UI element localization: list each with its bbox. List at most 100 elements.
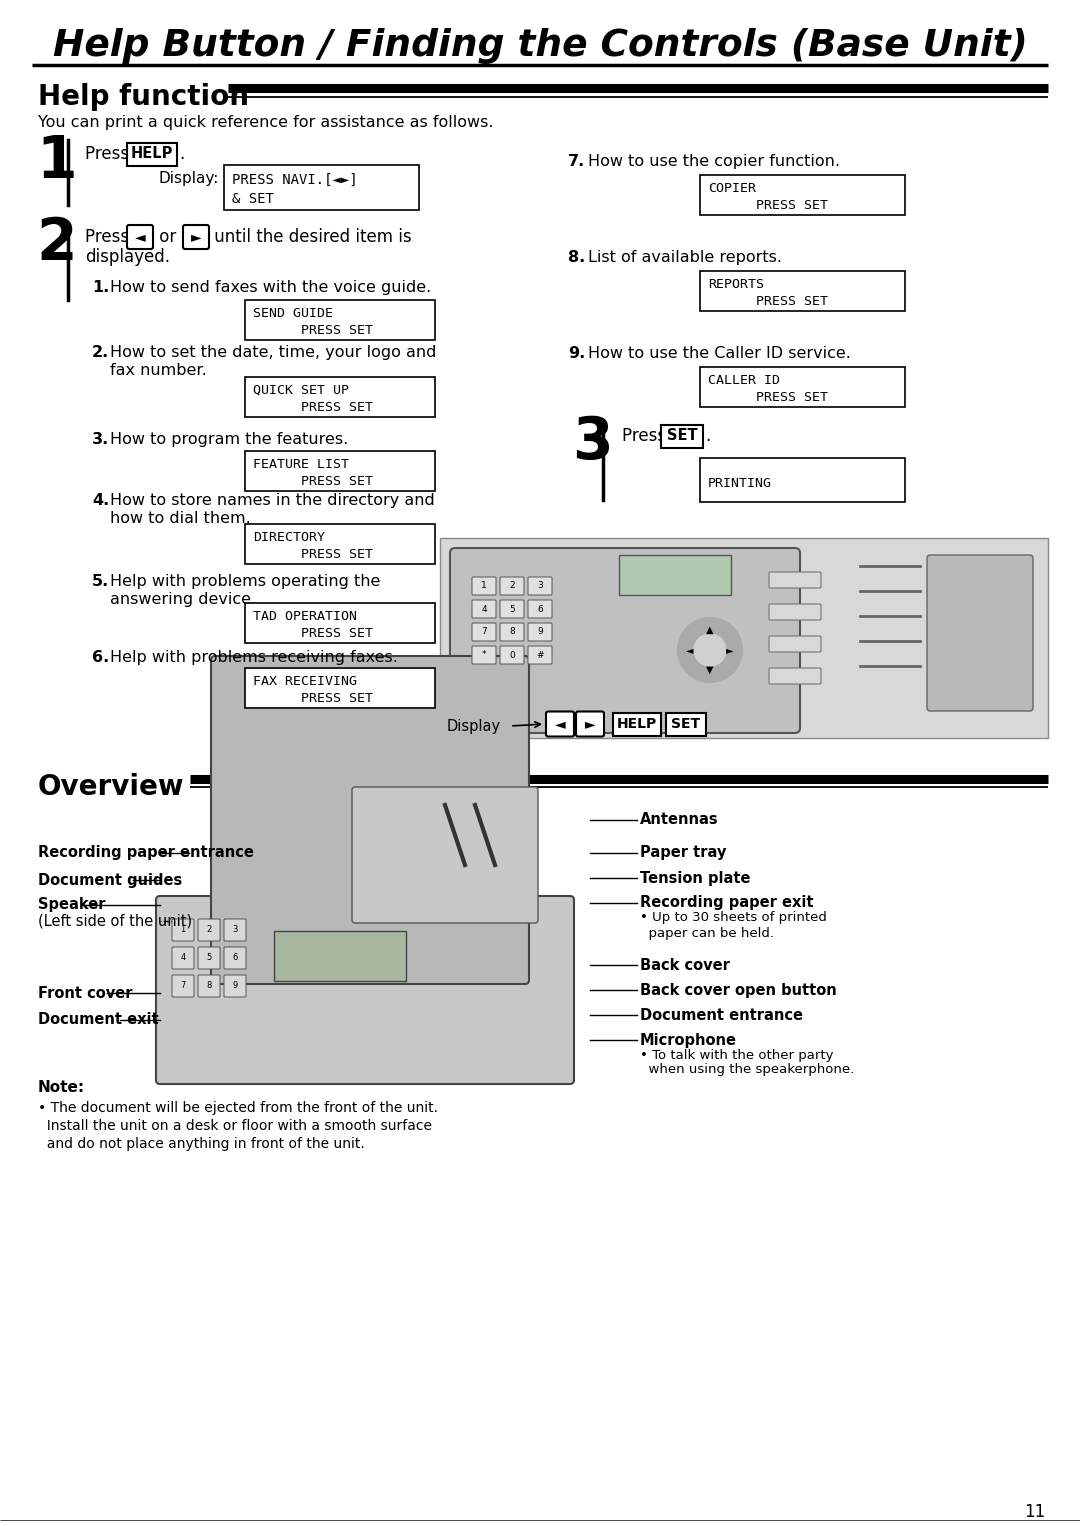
Text: QUICK SET UP: QUICK SET UP bbox=[253, 383, 349, 397]
Text: PRESS SET: PRESS SET bbox=[253, 627, 373, 639]
Text: Back cover: Back cover bbox=[640, 957, 730, 972]
Text: 2.: 2. bbox=[92, 345, 109, 360]
FancyBboxPatch shape bbox=[500, 645, 524, 664]
Text: SET: SET bbox=[666, 429, 698, 444]
Text: 0: 0 bbox=[509, 650, 515, 659]
Text: You can print a quick reference for assistance as follows.: You can print a quick reference for assi… bbox=[38, 114, 494, 130]
Text: PRESS SET: PRESS SET bbox=[253, 401, 373, 414]
Text: ◄: ◄ bbox=[686, 645, 693, 655]
Text: 1.: 1. bbox=[92, 279, 109, 295]
Text: ▲: ▲ bbox=[706, 626, 714, 635]
Text: 4: 4 bbox=[180, 954, 186, 963]
Text: 2: 2 bbox=[509, 581, 515, 591]
FancyBboxPatch shape bbox=[769, 668, 821, 684]
Text: COPIER: COPIER bbox=[708, 182, 756, 194]
FancyBboxPatch shape bbox=[127, 142, 177, 165]
Text: PRESS NAVI.[◄►]: PRESS NAVI.[◄►] bbox=[232, 172, 357, 186]
Text: SET: SET bbox=[672, 717, 701, 731]
Text: .: . bbox=[179, 145, 185, 163]
FancyBboxPatch shape bbox=[528, 645, 552, 664]
Text: 3: 3 bbox=[232, 925, 238, 934]
Text: • The document will be ejected from the front of the unit.: • The document will be ejected from the … bbox=[38, 1100, 438, 1116]
Text: 11: 11 bbox=[1024, 1503, 1045, 1521]
Text: 9.: 9. bbox=[568, 346, 585, 362]
Text: PRESS SET: PRESS SET bbox=[708, 295, 828, 308]
Text: Antennas: Antennas bbox=[640, 812, 718, 827]
Text: Note:: Note: bbox=[38, 1080, 85, 1096]
Text: Install the unit on a desk or floor with a smooth surface: Install the unit on a desk or floor with… bbox=[38, 1119, 432, 1132]
FancyBboxPatch shape bbox=[183, 224, 210, 249]
FancyBboxPatch shape bbox=[472, 623, 496, 641]
Text: List of available reports.: List of available reports. bbox=[588, 250, 782, 266]
Text: Recording paper exit: Recording paper exit bbox=[640, 896, 813, 911]
FancyBboxPatch shape bbox=[927, 555, 1032, 711]
Text: SEND GUIDE: SEND GUIDE bbox=[253, 307, 333, 319]
FancyBboxPatch shape bbox=[245, 452, 435, 491]
Text: #: # bbox=[537, 650, 543, 659]
Text: fax number.: fax number. bbox=[110, 363, 206, 378]
Text: when using the speakerphone.: when using the speakerphone. bbox=[640, 1064, 854, 1076]
Text: 2: 2 bbox=[37, 215, 78, 273]
FancyBboxPatch shape bbox=[613, 713, 661, 736]
FancyBboxPatch shape bbox=[224, 948, 246, 969]
Text: How to store names in the directory and: How to store names in the directory and bbox=[110, 493, 435, 508]
Text: Press: Press bbox=[85, 227, 134, 246]
FancyBboxPatch shape bbox=[440, 539, 1048, 739]
FancyBboxPatch shape bbox=[619, 555, 731, 595]
FancyBboxPatch shape bbox=[528, 623, 552, 641]
Text: Press: Press bbox=[85, 145, 134, 163]
FancyBboxPatch shape bbox=[211, 656, 529, 984]
Text: or: or bbox=[154, 227, 181, 246]
Text: 9: 9 bbox=[537, 627, 543, 636]
Text: HELP: HELP bbox=[617, 717, 657, 731]
FancyBboxPatch shape bbox=[700, 272, 905, 311]
Text: Speaker: Speaker bbox=[38, 897, 106, 913]
FancyBboxPatch shape bbox=[666, 713, 706, 736]
Text: displayed.: displayed. bbox=[85, 249, 170, 266]
Text: Back cover open button: Back cover open button bbox=[640, 983, 837, 998]
Text: • Up to 30 sheets of printed: • Up to 30 sheets of printed bbox=[640, 911, 827, 925]
FancyBboxPatch shape bbox=[172, 919, 194, 942]
FancyBboxPatch shape bbox=[450, 548, 800, 732]
Text: 5.: 5. bbox=[92, 574, 109, 589]
Text: ►: ► bbox=[191, 230, 201, 244]
Text: PRESS SET: PRESS SET bbox=[708, 198, 828, 212]
Text: 7: 7 bbox=[481, 627, 487, 636]
Text: How to send faxes with the voice guide.: How to send faxes with the voice guide. bbox=[110, 279, 431, 295]
Text: 4.: 4. bbox=[92, 493, 109, 508]
Text: Press: Press bbox=[622, 427, 672, 446]
Text: PRESS SET: PRESS SET bbox=[253, 548, 373, 562]
Text: 5: 5 bbox=[509, 604, 515, 613]
FancyBboxPatch shape bbox=[769, 636, 821, 652]
Text: 6: 6 bbox=[537, 604, 543, 613]
FancyBboxPatch shape bbox=[700, 458, 905, 502]
FancyBboxPatch shape bbox=[198, 919, 220, 942]
FancyBboxPatch shape bbox=[546, 711, 573, 737]
Text: 6.: 6. bbox=[92, 650, 109, 665]
FancyBboxPatch shape bbox=[500, 577, 524, 595]
Text: Display:: Display: bbox=[158, 171, 218, 186]
Text: 8: 8 bbox=[509, 627, 515, 636]
Text: (Left side of the unit): (Left side of the unit) bbox=[38, 914, 192, 928]
FancyBboxPatch shape bbox=[127, 224, 153, 249]
Text: Paper tray: Paper tray bbox=[640, 845, 727, 861]
FancyBboxPatch shape bbox=[172, 948, 194, 969]
Text: How to program the features.: How to program the features. bbox=[110, 432, 348, 447]
Text: PRESS SET: PRESS SET bbox=[253, 324, 373, 337]
FancyBboxPatch shape bbox=[500, 600, 524, 618]
Text: TAD OPERATION: TAD OPERATION bbox=[253, 609, 357, 623]
Text: PRESS SET: PRESS SET bbox=[253, 691, 373, 705]
Text: Document entrance: Document entrance bbox=[640, 1007, 804, 1022]
Text: Tension plate: Tension plate bbox=[640, 870, 751, 885]
Text: ►: ► bbox=[726, 645, 733, 655]
Text: REPORTS: REPORTS bbox=[708, 278, 764, 290]
Text: Document exit: Document exit bbox=[38, 1012, 159, 1027]
Text: • To talk with the other party: • To talk with the other party bbox=[640, 1048, 834, 1062]
FancyBboxPatch shape bbox=[274, 931, 406, 981]
Text: How to use the copier function.: How to use the copier function. bbox=[588, 154, 840, 169]
Text: 3: 3 bbox=[537, 581, 543, 591]
Text: ►: ► bbox=[584, 717, 595, 731]
Text: 3.: 3. bbox=[92, 432, 109, 447]
Text: Help with problems receiving faxes.: Help with problems receiving faxes. bbox=[110, 650, 397, 665]
FancyBboxPatch shape bbox=[245, 377, 435, 417]
